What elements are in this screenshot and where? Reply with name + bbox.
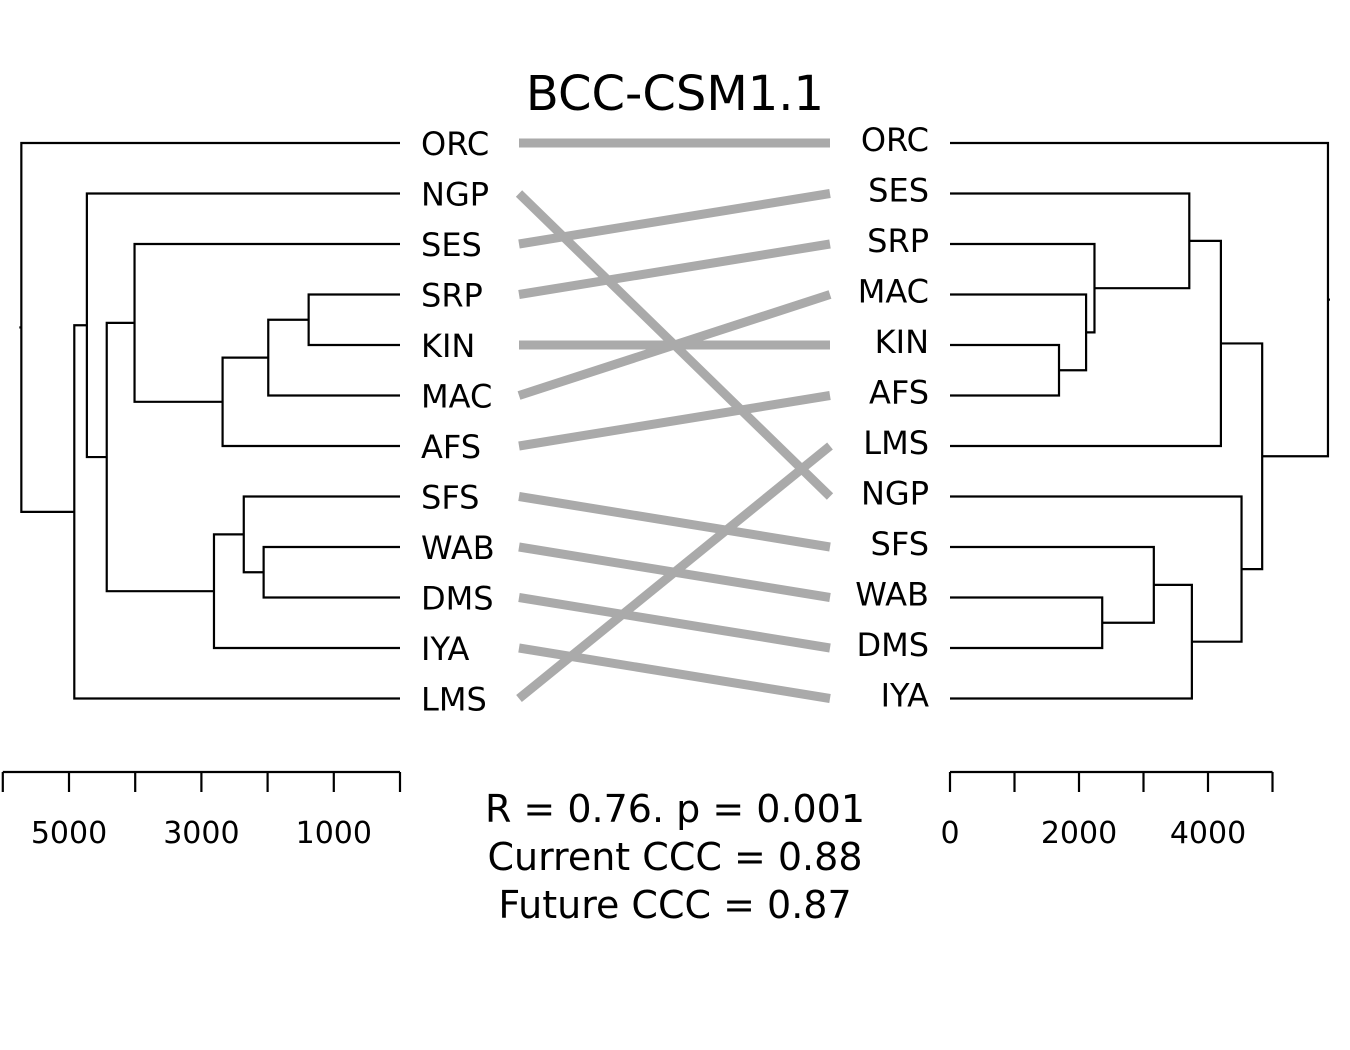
left-axis-tick-label: 3000 <box>163 816 239 851</box>
left-label-mac: MAC <box>421 378 492 416</box>
connector-sfs <box>518 492 831 552</box>
right-merge-r1 <box>950 343 1061 397</box>
left-dendrogram <box>19 141 400 700</box>
right-dendrogram <box>950 141 1330 700</box>
left-label-dms: DMS <box>421 580 494 618</box>
left-merge-l10 <box>73 324 400 700</box>
right-merge-r3 <box>950 242 1096 334</box>
left-merge-l7 <box>212 533 400 650</box>
left-merge-l6 <box>242 495 400 574</box>
right-leaf-labels: ORC SES SRP MAC KIN AFS LMS NGP SFS WAB DMS IYA <box>855 121 929 715</box>
left-label-kin: KIN <box>421 327 475 365</box>
chart-title: BCC-CSM1.1 <box>526 66 824 122</box>
stat-future-ccc: Future CCC = 0.87 <box>498 883 851 927</box>
right-merge-r11 <box>950 141 1330 458</box>
right-height-axis: 0 2000 4000 <box>940 770 1274 851</box>
right-merge-r7 <box>950 545 1155 624</box>
left-axis-tick-label: 5000 <box>31 816 107 851</box>
right-label-wab: WAB <box>855 576 929 614</box>
right-label-kin: KIN <box>875 323 929 361</box>
connector-srp <box>518 239 831 299</box>
left-merge-l5 <box>262 545 400 599</box>
right-label-lms: LMS <box>863 424 929 462</box>
right-label-srp: SRP <box>867 222 929 260</box>
left-merge-l2 <box>267 318 400 397</box>
stat-correlation: R = 0.76. p = 0.001 <box>485 787 865 831</box>
left-label-iya: IYA <box>421 630 470 668</box>
right-axis-tick-label: 4000 <box>1170 816 1246 851</box>
right-label-orc: ORC <box>861 121 929 159</box>
connector-ses <box>518 189 831 249</box>
right-merge-r6 <box>950 596 1104 650</box>
right-label-sfs: SFS <box>871 525 929 563</box>
right-label-dms: DMS <box>856 626 929 664</box>
left-merge-l8 <box>105 321 214 593</box>
connector-mac <box>517 290 832 400</box>
statistics-text: R = 0.76. p = 0.001 Current CCC = 0.88 F… <box>485 787 865 927</box>
right-merge-r4 <box>950 192 1191 290</box>
connector-dms <box>518 593 831 653</box>
right-merge-r9 <box>950 495 1243 643</box>
right-axis-tick-label: 0 <box>940 816 959 851</box>
right-label-ses: SES <box>868 172 929 210</box>
left-merge-l3 <box>221 356 400 448</box>
connector-lms <box>516 442 833 702</box>
connector-lines <box>515 138 834 703</box>
left-label-afs: AFS <box>421 428 481 466</box>
right-label-afs: AFS <box>869 374 929 412</box>
right-merge-r2 <box>950 293 1088 372</box>
left-label-orc: ORC <box>421 125 489 163</box>
left-label-wab: WAB <box>421 529 495 567</box>
left-merge-l11 <box>20 141 400 513</box>
left-height-axis: 5000 3000 1000 <box>1 770 402 851</box>
left-label-ngp: NGP <box>421 176 489 214</box>
right-merge-r8 <box>950 583 1193 700</box>
right-label-iya: IYA <box>881 677 930 715</box>
right-label-ngp: NGP <box>861 475 929 513</box>
left-label-sfs: SFS <box>421 479 479 517</box>
left-axis-tick-label: 1000 <box>296 816 372 851</box>
left-label-ses: SES <box>421 226 482 264</box>
right-label-mac: MAC <box>858 273 929 311</box>
right-axis-tick-label: 2000 <box>1041 816 1117 851</box>
left-label-srp: SRP <box>421 277 483 315</box>
left-label-lms: LMS <box>421 681 487 719</box>
connector-afs <box>518 391 831 451</box>
left-leaf-labels: ORC NGP SES SRP KIN MAC AFS SFS WAB DMS IYA LMS <box>421 125 495 719</box>
stat-current-ccc: Current CCC = 0.88 <box>487 835 862 879</box>
left-merge-l1 <box>307 293 400 347</box>
